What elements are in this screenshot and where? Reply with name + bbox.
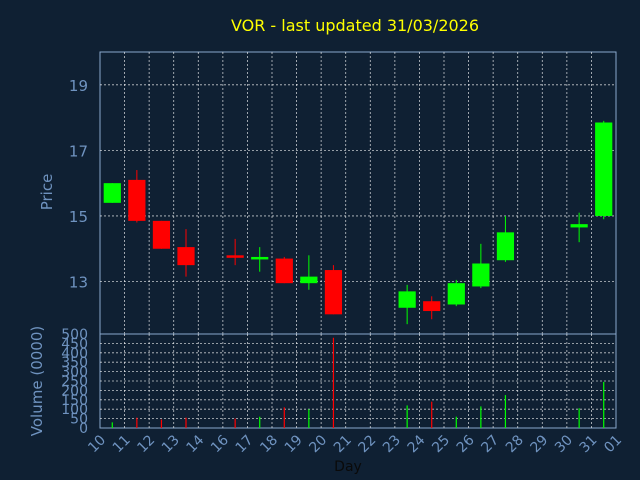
volume-tick-label: 150 [61, 393, 88, 409]
x-axis-label: Day [334, 459, 362, 475]
volume-tick-label: 400 [61, 346, 88, 362]
candle-body [324, 270, 343, 315]
price-grid [100, 52, 616, 334]
candle-body [152, 220, 171, 249]
candle-body [251, 256, 269, 260]
price-tick-label: 19 [69, 77, 88, 95]
volume-tick-label: 50 [70, 412, 88, 428]
candle-body [128, 179, 146, 221]
price-panel: 13 15 17 19 Price [38, 51, 617, 335]
candle-body [447, 283, 465, 305]
candle-body [275, 258, 293, 284]
candle-body [570, 224, 588, 228]
volume-tick-label: 500 [61, 327, 88, 343]
volume-bars [111, 337, 605, 428]
candle-body [103, 183, 121, 203]
volume-tick-label: 250 [61, 374, 88, 390]
candle-body [423, 301, 441, 312]
volume-tick-label: 200 [61, 383, 88, 399]
volume-tick-label: 100 [61, 402, 88, 418]
candles [103, 120, 613, 325]
volume-grid [100, 334, 616, 428]
volume-axis-label: Volume (0000) [28, 326, 46, 436]
volume-tick-label: 0 [79, 421, 88, 437]
candle-body [595, 122, 613, 216]
price-tick-label: 17 [69, 142, 88, 160]
candle-body [496, 232, 515, 261]
candle-body [177, 247, 195, 266]
candle-body [226, 255, 244, 258]
price-tick-label: 13 [69, 274, 88, 292]
price-axis-label: Price [38, 174, 56, 211]
candle-body [398, 291, 416, 308]
volume-tick-label: 350 [61, 355, 88, 371]
candle-body [472, 263, 490, 287]
candle-body [300, 276, 318, 284]
volume-tick-label: 450 [61, 336, 88, 352]
volume-tick-label: 300 [61, 365, 88, 381]
price-tick-label: 15 [69, 208, 88, 226]
price-y-ticks: 13 15 17 19 [69, 77, 88, 292]
chart-title: VOR - last updated 31/03/2026 [231, 16, 479, 35]
